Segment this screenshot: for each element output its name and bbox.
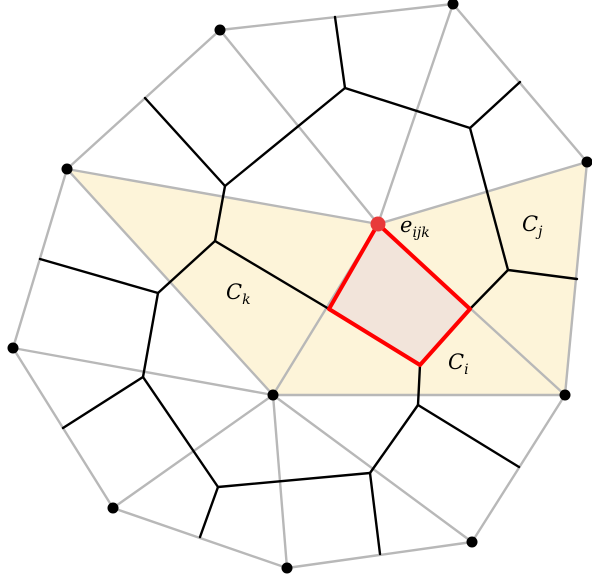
black-edge bbox=[468, 126, 510, 272]
vertex bbox=[559, 389, 571, 401]
black-edge bbox=[156, 239, 217, 295]
vertex bbox=[281, 562, 293, 574]
vertex bbox=[214, 24, 226, 36]
cell-label-ci-base: C bbox=[448, 350, 464, 374]
cell-label-ck: Ck bbox=[226, 280, 251, 308]
cell-label-cj: Cj bbox=[522, 212, 543, 240]
gray-edge bbox=[376, 160, 589, 226]
vertex bbox=[447, 0, 459, 10]
black-edge bbox=[416, 363, 422, 407]
vertex bbox=[581, 156, 592, 168]
black-edge bbox=[468, 268, 510, 311]
black-edge bbox=[368, 471, 382, 556]
cell-label-cj-subscript: j bbox=[535, 224, 543, 240]
cell-label-ck-subscript: k bbox=[242, 292, 250, 308]
vertex bbox=[107, 502, 119, 514]
cell-label-ck-base: C bbox=[226, 280, 242, 304]
black-edge bbox=[61, 375, 145, 430]
gray-edge bbox=[218, 2, 455, 32]
highlighted-cell-outline bbox=[327, 222, 472, 367]
mesh-vertices bbox=[7, 0, 592, 574]
black-edge bbox=[213, 184, 227, 243]
vertex bbox=[466, 536, 478, 548]
black-edge bbox=[38, 257, 160, 295]
black-edge bbox=[141, 375, 220, 489]
black-edge bbox=[213, 239, 331, 311]
vertex bbox=[7, 342, 19, 354]
cell-edges bbox=[38, 15, 579, 556]
black-edge bbox=[416, 403, 521, 469]
cell-label-cj-base: C bbox=[522, 212, 538, 236]
black-edge bbox=[223, 86, 347, 188]
black-edge bbox=[141, 291, 160, 379]
black-edge bbox=[368, 403, 420, 475]
highlighted-vertex bbox=[370, 216, 386, 232]
cell-label-ci: Ci bbox=[448, 350, 469, 378]
vertex-label-eijk: eijk bbox=[400, 213, 430, 241]
black-edge bbox=[198, 485, 220, 539]
black-edge bbox=[506, 268, 579, 281]
gray-edge bbox=[376, 2, 455, 226]
triangle-k-shading bbox=[67, 169, 378, 395]
gray-edge bbox=[65, 28, 222, 171]
black-edge bbox=[343, 86, 472, 130]
vertex bbox=[267, 389, 279, 401]
black-edge bbox=[468, 80, 522, 130]
cell-label-ci-subscript: i bbox=[464, 362, 468, 378]
vertex-label-subscript: ijk bbox=[412, 225, 429, 241]
black-edge bbox=[143, 96, 227, 188]
black-edge bbox=[216, 471, 372, 489]
gray-edge bbox=[470, 393, 567, 544]
vertex bbox=[61, 163, 73, 175]
black-edge bbox=[333, 15, 347, 90]
vertex-label-base: e bbox=[400, 213, 412, 237]
